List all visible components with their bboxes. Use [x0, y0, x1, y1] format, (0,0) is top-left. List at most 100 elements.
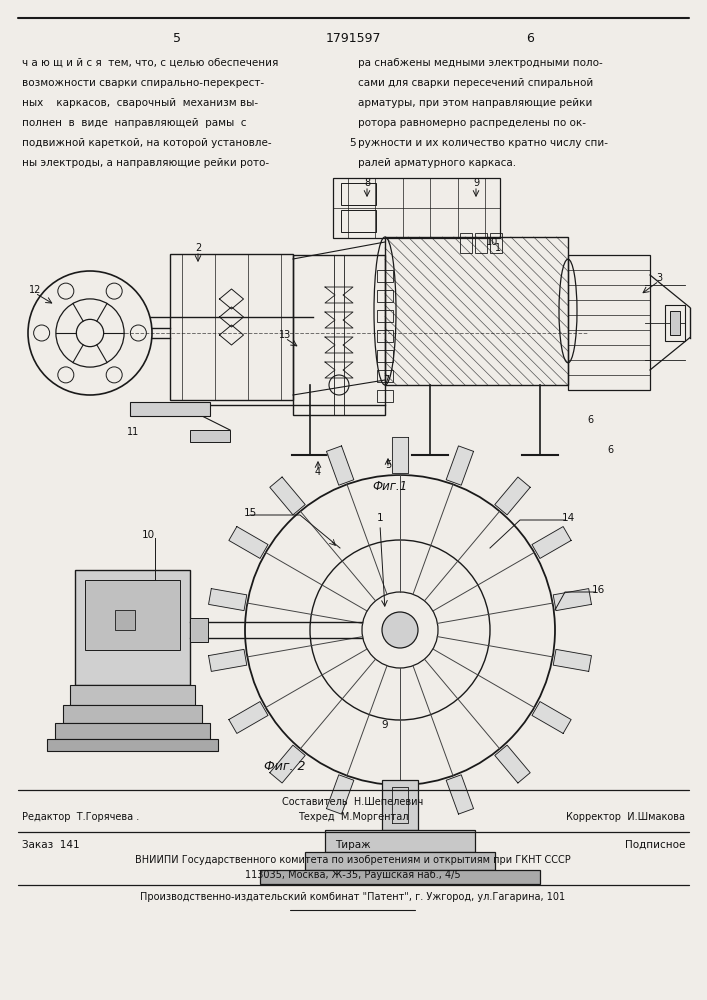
Bar	[341, 210, 376, 232]
Bar	[293, 255, 385, 415]
Text: возможности сварки спирально-перекрест-: возможности сварки спирально-перекрест-	[22, 78, 264, 88]
Bar	[130, 402, 210, 416]
Polygon shape	[327, 775, 354, 814]
Text: 2: 2	[195, 243, 201, 253]
Polygon shape	[392, 787, 408, 823]
Bar	[75, 570, 190, 685]
Bar	[377, 290, 393, 302]
Bar	[170, 254, 293, 400]
Text: 14: 14	[561, 513, 575, 523]
Text: 16: 16	[591, 585, 604, 595]
Polygon shape	[229, 527, 268, 558]
Text: 15: 15	[243, 508, 257, 518]
Text: 1: 1	[377, 513, 383, 523]
Text: ружности и их количество кратно числу спи-: ружности и их количество кратно числу сп…	[358, 138, 608, 148]
Bar	[260, 870, 540, 884]
Bar	[190, 430, 230, 442]
Text: 9: 9	[473, 178, 479, 188]
Text: 9: 9	[382, 720, 388, 730]
Bar	[670, 310, 680, 334]
Polygon shape	[270, 745, 305, 783]
Text: 6: 6	[526, 32, 534, 45]
Text: 10: 10	[141, 530, 155, 540]
Polygon shape	[553, 649, 592, 671]
Polygon shape	[392, 437, 408, 473]
Bar	[85, 580, 180, 650]
Bar	[377, 310, 393, 322]
Bar	[382, 780, 418, 830]
Text: ротора равномерно распределены по ок-: ротора равномерно распределены по ок-	[358, 118, 586, 128]
Text: 5: 5	[350, 138, 356, 148]
Polygon shape	[446, 446, 474, 485]
Text: Фиг.1: Фиг.1	[373, 480, 407, 493]
Bar	[377, 370, 393, 382]
Bar	[115, 610, 135, 630]
Text: сами для сварки пересечений спиральной: сами для сварки пересечений спиральной	[358, 78, 593, 88]
Polygon shape	[446, 775, 474, 814]
Polygon shape	[209, 589, 247, 611]
Text: Техред  М.Моргентал: Техред М.Моргентал	[298, 812, 408, 822]
Text: 1791597: 1791597	[325, 32, 381, 45]
Bar	[70, 685, 195, 705]
Text: 113035, Москва, Ж-35, Раушская наб., 4/5: 113035, Москва, Ж-35, Раушская наб., 4/5	[245, 870, 461, 880]
Polygon shape	[553, 589, 592, 611]
Text: Производственно-издательский комбинат "Патент", г. Ужгород, ул.Гагарина, 101: Производственно-издательский комбинат "П…	[141, 892, 566, 902]
Text: Подписное: Подписное	[624, 840, 685, 850]
Bar	[460, 233, 472, 253]
Polygon shape	[495, 745, 530, 783]
Polygon shape	[209, 649, 247, 671]
Text: подвижной кареткой, на которой установле-: подвижной кареткой, на которой установле…	[22, 138, 271, 148]
Polygon shape	[532, 702, 571, 733]
Polygon shape	[229, 702, 268, 733]
Bar	[665, 304, 685, 340]
Bar	[47, 739, 218, 751]
Text: 3: 3	[656, 273, 662, 283]
Text: полнен  в  виде  направляющей  рамы  с: полнен в виде направляющей рамы с	[22, 118, 247, 128]
Text: Фиг. 2: Фиг. 2	[264, 760, 305, 773]
Text: Заказ  141: Заказ 141	[22, 840, 80, 850]
Text: 13: 13	[279, 330, 291, 340]
Text: 5: 5	[385, 460, 391, 470]
Text: ра снабжены медными электродными поло-: ра снабжены медными электродными поло-	[358, 58, 603, 68]
Bar	[333, 178, 500, 238]
Polygon shape	[327, 446, 354, 485]
Text: 6: 6	[587, 415, 593, 425]
Text: 4: 4	[315, 467, 321, 477]
Text: ч а ю щ и й с я  тем, что, с целью обеспечения: ч а ю щ и й с я тем, что, с целью обеспе…	[22, 58, 279, 68]
Polygon shape	[532, 527, 571, 558]
Bar	[305, 852, 495, 870]
Text: 12: 12	[29, 285, 41, 295]
Bar	[325, 830, 475, 852]
Text: 7: 7	[383, 375, 389, 385]
Bar	[377, 270, 393, 282]
Text: 5: 5	[173, 32, 181, 45]
Text: 1: 1	[495, 243, 501, 253]
Text: ных    каркасов,  сварочный  механизм вы-: ных каркасов, сварочный механизм вы-	[22, 98, 258, 108]
Text: Тираж: Тираж	[335, 840, 370, 850]
Text: 11: 11	[127, 427, 139, 437]
Bar	[385, 237, 568, 385]
Text: 6: 6	[607, 445, 613, 455]
Polygon shape	[270, 477, 305, 515]
Bar	[475, 233, 487, 253]
Text: ВНИИПИ Государственного комитета по изобретениям и открытиям при ГКНТ СССР: ВНИИПИ Государственного комитета по изоб…	[135, 855, 571, 865]
Bar	[377, 390, 393, 402]
Bar	[63, 705, 202, 723]
Bar	[568, 255, 650, 390]
Bar	[55, 723, 210, 739]
Polygon shape	[495, 477, 530, 515]
Text: Корректор  И.Шмакова: Корректор И.Шмакова	[566, 812, 685, 822]
Circle shape	[382, 612, 418, 648]
Text: ралей арматурного каркаса.: ралей арматурного каркаса.	[358, 158, 516, 168]
Text: арматуры, при этом направляющие рейки: арматуры, при этом направляющие рейки	[358, 98, 592, 108]
Text: Составитель  Н.Шепелевич: Составитель Н.Шепелевич	[282, 797, 423, 807]
Text: Редактор  Т.Горячева .: Редактор Т.Горячева .	[22, 812, 139, 822]
Bar	[377, 350, 393, 362]
Bar	[190, 618, 208, 642]
Bar	[341, 183, 376, 205]
Text: 8: 8	[364, 178, 370, 188]
Text: 10: 10	[486, 237, 498, 247]
Bar	[377, 330, 393, 342]
Bar	[490, 233, 502, 253]
Text: ны электроды, а направляющие рейки рото-: ны электроды, а направляющие рейки рото-	[22, 158, 269, 168]
